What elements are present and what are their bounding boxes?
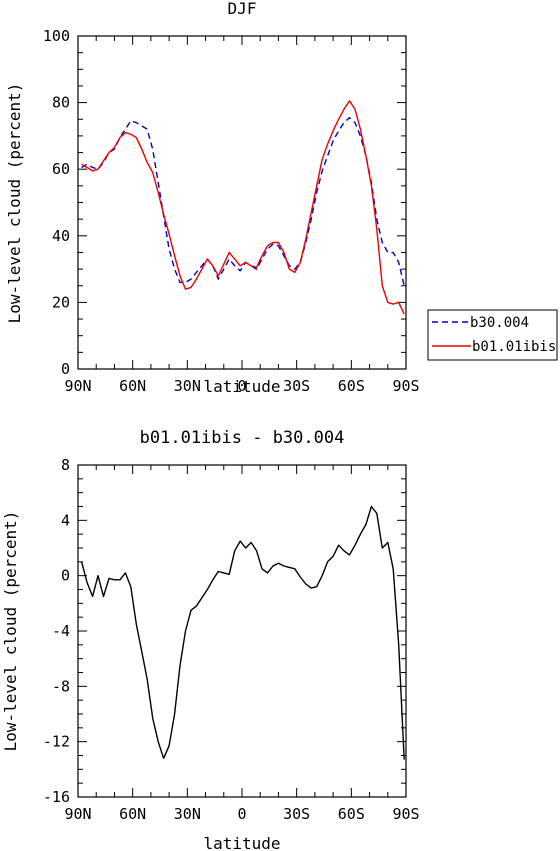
top-x-tick-label: 90S bbox=[392, 377, 419, 395]
bottom-series-lines bbox=[80, 505, 405, 760]
top-y-tick-label: 0 bbox=[61, 360, 70, 378]
bottom-x-tick-label: 60N bbox=[119, 805, 146, 823]
bottom-y-tick-label: 8 bbox=[61, 456, 70, 474]
bottom-series-line-difference bbox=[80, 505, 405, 760]
bottom-x-tick-labels: 90N 60N 30N 0 30S 60S 90S bbox=[64, 805, 419, 823]
bottom-ticks bbox=[77, 464, 407, 798]
bottom-y-tick-label: 0 bbox=[61, 567, 70, 585]
top-panel: DJF 90N 60N 30N 0 30S 60S 90S 0 20 40 60 80 100 lat… bbox=[5, 0, 420, 396]
bottom-x-tick-label: 60S bbox=[338, 805, 365, 823]
top-y-tick-labels: 0 20 40 60 80 100 bbox=[43, 27, 70, 378]
bottom-x-axis-label: latitude bbox=[203, 834, 280, 851]
legend-label-b30: b30.004 bbox=[470, 315, 529, 331]
top-series-line-b30-004 bbox=[81, 116, 405, 286]
bottom-y-tick-label: -8 bbox=[52, 677, 70, 695]
top-ticks bbox=[77, 35, 407, 370]
bottom-x-tick-label: 30N bbox=[174, 805, 201, 823]
top-x-axis-label: latitude bbox=[203, 377, 280, 396]
bottom-y-tick-label: -12 bbox=[43, 733, 70, 751]
top-y-axis-label: Low-level cloud (percent) bbox=[5, 83, 24, 324]
top-x-tick-label: 60S bbox=[338, 377, 365, 395]
top-y-tick-label: 40 bbox=[52, 227, 70, 245]
top-x-tick-label: 30N bbox=[174, 377, 201, 395]
bottom-plot-frame bbox=[77, 464, 407, 798]
bottom-y-tick-label: 4 bbox=[61, 511, 70, 529]
top-x-tick-label: 0 bbox=[237, 377, 246, 395]
top-y-tick-label: 20 bbox=[52, 293, 70, 311]
top-series-line-b01-01ibis bbox=[81, 100, 405, 315]
bottom-y-axis-label: Low-level cloud (percent) bbox=[1, 511, 20, 752]
top-y-tick-label: 100 bbox=[43, 27, 70, 45]
top-x-tick-label: 60N bbox=[119, 377, 146, 395]
top-series-lines bbox=[81, 100, 405, 315]
bottom-x-tick-label: 90S bbox=[392, 805, 419, 823]
top-chart-title: DJF bbox=[228, 0, 257, 18]
bottom-y-tick-labels: 8 4 0 -4 -8 -12 -16 bbox=[43, 456, 70, 806]
bottom-x-tick-label: 0 bbox=[237, 805, 246, 823]
top-x-tick-label: 30S bbox=[283, 377, 310, 395]
top-plot-frame bbox=[77, 35, 407, 370]
bottom-x-tick-label: 90N bbox=[64, 805, 91, 823]
top-y-tick-label: 80 bbox=[52, 94, 70, 112]
bottom-x-tick-label: 30S bbox=[283, 805, 310, 823]
bottom-y-tick-label: -16 bbox=[43, 788, 70, 806]
top-y-tick-label: 60 bbox=[52, 160, 70, 178]
bottom-y-tick-label: -4 bbox=[52, 622, 70, 640]
top-x-tick-labels: 90N 60N 30N 0 30S 60S 90S bbox=[64, 377, 419, 395]
bottom-chart-title: b01.01ibis - b30.004 bbox=[140, 428, 345, 448]
bottom-panel: b01.01ibis - b30.004 90N 60N 30N 0 30S 60S 90S… bbox=[1, 428, 420, 851]
legend-frame bbox=[427, 309, 558, 361]
legend-label-b01: b01.01ibis bbox=[472, 339, 556, 355]
top-x-tick-label: 90N bbox=[64, 377, 91, 395]
legend: b30.004 b01.01ibis bbox=[427, 309, 558, 361]
